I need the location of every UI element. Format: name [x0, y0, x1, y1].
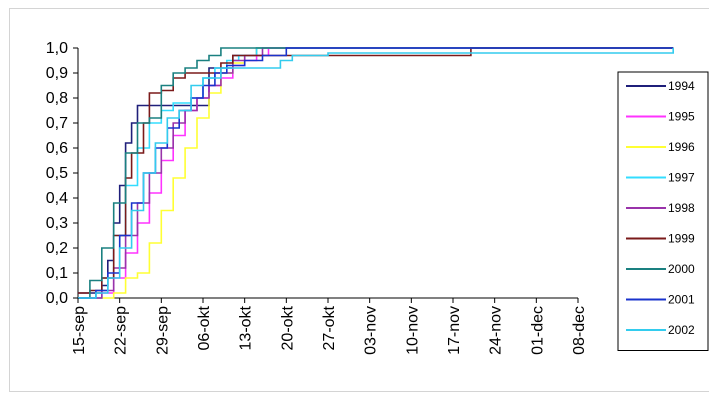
legend-label: 1997: [668, 171, 695, 185]
x-tick-label: 22-sep: [113, 306, 130, 355]
series-line-1996: [78, 47, 674, 299]
x-tick-label: 29-sep: [154, 306, 171, 355]
x-tick-label: 03-nov: [363, 306, 380, 355]
legend-box: [617, 71, 709, 351]
x-tick-label: 01-dec: [529, 306, 546, 355]
legend-label: 1998: [668, 201, 695, 215]
legend-label: 1999: [668, 232, 695, 246]
legend: 1994 1995 1996 1997 1998 1999 2000 2001 2002: [617, 71, 709, 351]
x-axis: 15-sep 22-sep 29-sep 06-okt 13-okt 20-okt 27-o…: [71, 298, 588, 355]
y-tick-label: 0,6: [46, 140, 68, 157]
x-tick-label: 13-okt: [238, 305, 255, 350]
legend-label: 1994: [668, 79, 695, 93]
y-tick-label: 1,0: [46, 40, 68, 57]
x-tick-label: 15-sep: [71, 306, 88, 355]
legend-label: 2000: [668, 262, 695, 276]
x-tick-label: 17-nov: [446, 306, 463, 355]
y-tick-label: 0,2: [46, 240, 68, 257]
legend-label: 2002: [668, 323, 695, 337]
x-tick-label: 20-okt: [279, 305, 296, 350]
y-axis: 0,0 0,1 0,2 0,3 0,4 0,5 0,6 0,7 0,8 0,9 1,0: [46, 40, 78, 307]
y-tick-label: 0,5: [46, 165, 68, 182]
x-tick-label: 06-okt: [196, 305, 213, 350]
x-tick-label: 08-dec: [571, 306, 588, 355]
y-tick-label: 0,8: [46, 90, 68, 107]
y-tick-label: 0,9: [46, 65, 68, 82]
y-tick-label: 0,3: [46, 215, 68, 232]
x-tick-label: 27-okt: [321, 305, 338, 350]
chart-frame: [9, 8, 709, 392]
legend-label: 1995: [668, 110, 695, 124]
series-line-2000: [78, 47, 674, 299]
series-line-2002: [78, 48, 674, 299]
x-tick-label: 24-nov: [488, 306, 505, 355]
y-tick-label: 0,4: [46, 190, 68, 207]
y-tick-label: 0,1: [46, 265, 68, 282]
y-tick-label: 0,0: [46, 290, 68, 307]
series-lines: [78, 47, 674, 299]
legend-label: 1996: [668, 140, 695, 154]
x-tick-label: 10-nov: [404, 306, 421, 355]
legend-label: 2001: [668, 293, 695, 307]
y-tick-label: 0,7: [46, 115, 68, 132]
